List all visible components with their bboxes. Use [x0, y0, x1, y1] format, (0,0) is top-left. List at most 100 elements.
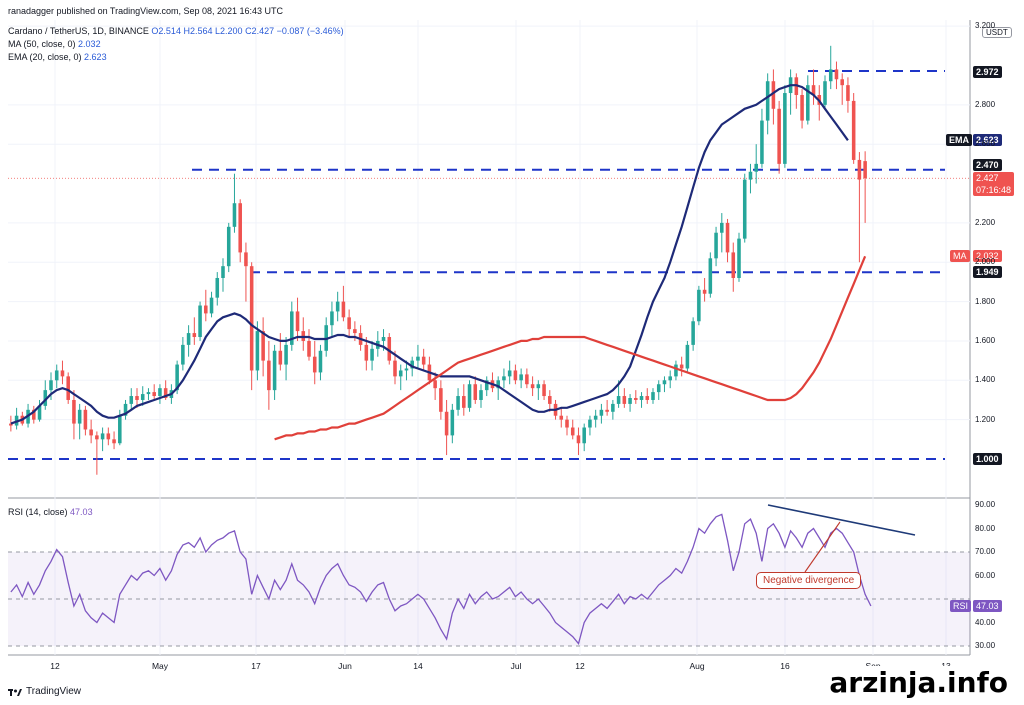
currency-label[interactable]: USDT — [982, 27, 1012, 38]
candle-body — [83, 409, 88, 430]
ma50-line — [274, 255, 867, 441]
candle-body — [307, 340, 311, 357]
publisher-line: ranadagger published on TradingView.com,… — [8, 6, 284, 16]
candle-body — [748, 171, 753, 180]
candle-body — [656, 384, 661, 393]
candle-body — [519, 374, 523, 381]
candle-body — [347, 317, 351, 330]
candle-body — [72, 399, 76, 424]
candle-body — [364, 344, 369, 361]
ema-legend-value: 2.623 — [84, 52, 107, 62]
candle-body — [834, 69, 839, 80]
candle-body — [290, 311, 294, 345]
candle-body — [691, 321, 695, 345]
candle-body — [593, 415, 598, 420]
rsi-tick-label: 70.00 — [975, 547, 996, 556]
price-tick-label: 3.200 — [975, 21, 996, 31]
candle-body — [828, 69, 833, 82]
ohlc-high: H2.564 — [183, 26, 213, 36]
candle-body — [674, 364, 678, 377]
candle-body — [846, 85, 850, 101]
candle-body — [760, 120, 764, 164]
candle-body — [295, 311, 300, 332]
candle-body — [204, 305, 208, 314]
candle-body — [433, 380, 437, 389]
candle-body — [95, 435, 99, 440]
candle-body — [863, 161, 867, 179]
candle-body — [479, 390, 483, 400]
candle-body — [548, 396, 552, 404]
candle-body — [771, 81, 776, 109]
candle-body — [502, 376, 506, 381]
time-tick-label: Aug — [689, 661, 705, 671]
candle-body — [318, 350, 323, 373]
candle-body — [209, 297, 214, 314]
candle-body — [462, 396, 466, 408]
candle-body — [381, 337, 386, 341]
rsi-legend[interactable]: RSI (14, close) 47.03 — [8, 507, 93, 517]
candle-body — [330, 311, 334, 326]
candle-body — [697, 289, 701, 322]
price-tick-label: 2.600 — [975, 139, 996, 149]
tradingview-logo[interactable]: TradingView — [8, 686, 81, 697]
candle-body — [60, 370, 65, 377]
rsi-name-tag: RSI — [950, 600, 972, 612]
time-tick-label: May — [151, 661, 169, 671]
candle-body — [513, 370, 518, 381]
candle-body — [49, 380, 53, 391]
level-tag-1000: 1.000 — [973, 453, 1002, 465]
ema-legend-label: EMA (20, close, 0) — [8, 52, 82, 62]
candle-body — [123, 403, 128, 416]
ma-legend-label: MA (50, close, 0) — [8, 39, 76, 49]
candle-body — [43, 390, 48, 406]
ema-value-tag: 2.623 — [973, 134, 1002, 146]
candle-body — [226, 226, 231, 267]
rsi-value-tag: 47.03 — [973, 600, 1002, 612]
candle-body — [238, 203, 242, 253]
divergence-pointer — [804, 521, 841, 573]
time-tick-label: Jul — [510, 661, 522, 671]
ma-legend[interactable]: MA (50, close, 0) 2.032 — [8, 39, 101, 49]
candle-body — [857, 159, 862, 180]
candle-body — [777, 108, 781, 164]
candle-body — [651, 392, 655, 400]
candle-body — [341, 301, 346, 318]
candle-body — [450, 409, 455, 436]
candle-body — [353, 329, 357, 334]
candle-body — [221, 266, 225, 278]
candle-body — [851, 100, 856, 160]
candle-body — [582, 427, 586, 444]
candle-body — [668, 376, 672, 381]
candle-body — [186, 333, 191, 345]
candle-body — [731, 252, 736, 278]
tradingview-brand: TradingView — [26, 686, 82, 697]
candle-body — [421, 356, 426, 365]
candle-body — [725, 222, 730, 253]
candle-body — [754, 163, 758, 172]
candle-body — [742, 179, 747, 239]
candle-body — [570, 427, 575, 436]
candle-body — [559, 415, 564, 420]
candle-body — [616, 396, 621, 404]
candle-body — [576, 435, 581, 444]
rsi-legend-value: 47.03 — [70, 507, 93, 517]
candle-body — [393, 360, 397, 377]
candle-body — [599, 409, 604, 416]
candle-body — [737, 238, 741, 278]
candle-body — [175, 364, 179, 391]
grid-lines — [8, 20, 971, 656]
candle-body — [284, 344, 288, 365]
ma-legend-value: 2.032 — [78, 39, 101, 49]
candle-body — [639, 396, 644, 400]
ema-legend[interactable]: EMA (20, close, 0) 2.623 — [8, 52, 107, 62]
symbol-name: Cardano / TetherUS, 1D, BINANCE — [8, 26, 149, 36]
candle-body — [634, 398, 638, 400]
candle-body — [622, 396, 627, 404]
ema20-line — [10, 84, 849, 425]
candle-body — [129, 396, 134, 404]
candle-body — [9, 423, 13, 426]
ma-value-tag: 2.032 — [973, 250, 1002, 262]
price-tick-label: 1.800 — [975, 296, 996, 306]
candle-body — [496, 380, 500, 389]
